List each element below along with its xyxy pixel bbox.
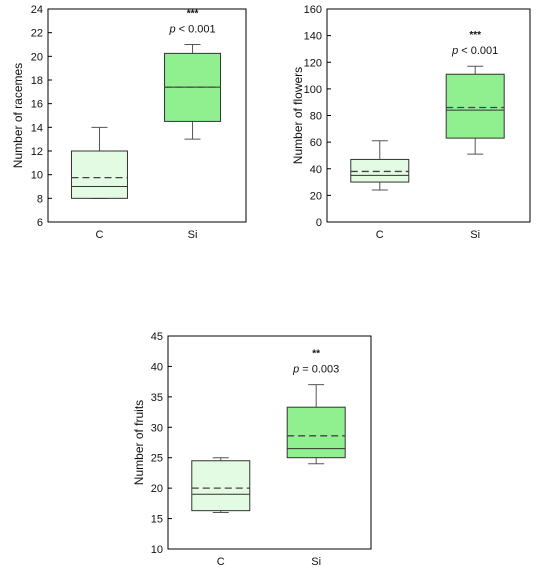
y-tick-label: 30: [151, 422, 163, 434]
y-tick-label: 10: [31, 170, 43, 182]
y-tick-label: 12: [31, 146, 43, 158]
y-tick-label: 8: [37, 193, 43, 205]
y-tick-label: 120: [304, 57, 322, 69]
y-tick-label: 24: [31, 4, 43, 16]
y-tick-label: 16: [31, 99, 43, 111]
x-category-label: C: [217, 556, 225, 567]
y-tick-label: 40: [310, 164, 322, 176]
y-tick-label: 18: [31, 75, 43, 87]
p-value-text: < 0.001: [458, 45, 498, 57]
p-value: p < 0.001: [168, 24, 215, 36]
chart-panel-3: 10 15 20 25 30 35 40 45 Number of fruits C Si ** p =…: [132, 331, 372, 567]
box-body: [191, 460, 251, 512]
y-axis-label: Number of flowers: [291, 67, 305, 164]
box-Si: Si: [445, 65, 505, 241]
y-tick-label: 25: [151, 453, 163, 465]
y-tick-label: 15: [151, 514, 163, 526]
box-body: [70, 150, 128, 199]
y-tick-label: 100: [304, 84, 322, 96]
significance-stars: ***: [187, 9, 199, 20]
y-axis-label: Number of racemes: [11, 63, 25, 168]
p-value-symbol: p: [292, 364, 299, 376]
box-C: C: [70, 126, 128, 241]
plot-frame: [167, 335, 372, 550]
significance-stars: **: [312, 349, 320, 360]
y-tick-label: 10: [151, 544, 163, 556]
box-Si: Si: [286, 384, 346, 567]
x-category-label: Si: [470, 229, 480, 241]
y-axis-label: Number of fruits: [132, 400, 146, 485]
y-tick-label: 80: [310, 111, 322, 123]
significance-stars: ***: [469, 30, 481, 41]
y-tick-label: 35: [151, 392, 163, 404]
box-body: [350, 158, 410, 183]
box-body: [445, 73, 505, 139]
box-Si: Si: [164, 44, 222, 241]
chart-panel-1: 6 8 10 12 14 16 18 20 22 24 Number of racemes C Si **…: [11, 4, 247, 241]
x-category-label: C: [96, 229, 104, 241]
p-value: p < 0.001: [451, 45, 498, 57]
y-tick-label: 45: [151, 331, 163, 343]
box-C: C: [191, 457, 251, 567]
p-value-text: = 0.003: [299, 364, 339, 376]
y-tick-label: 40: [151, 361, 163, 373]
chart-panel-2: 0 20 40 60 80 100 120 140 160 Number of flowers C S…: [291, 4, 531, 241]
p-value-symbol: p: [168, 24, 175, 36]
y-tick-label: 14: [31, 122, 43, 134]
y-tick-label: 60: [310, 137, 322, 149]
box-C: C: [350, 140, 410, 241]
y-tick-label: 20: [310, 190, 322, 202]
y-tick-label: 22: [31, 28, 43, 40]
p-value-text: < 0.001: [176, 24, 216, 36]
x-category-label: C: [376, 229, 384, 241]
box-body: [286, 406, 346, 459]
plot-frame: [47, 8, 247, 223]
y-tick-label: 20: [31, 51, 43, 63]
x-category-label: Si: [311, 556, 321, 567]
p-value: p = 0.003: [292, 364, 339, 376]
x-category-label: Si: [188, 229, 198, 241]
p-value-symbol: p: [451, 45, 458, 57]
y-tick-label: 6: [37, 217, 43, 229]
y-tick-label: 140: [304, 31, 322, 43]
y-tick-label: 20: [151, 483, 163, 495]
y-tick-label: 0: [316, 217, 322, 229]
y-tick-label: 160: [304, 4, 322, 16]
